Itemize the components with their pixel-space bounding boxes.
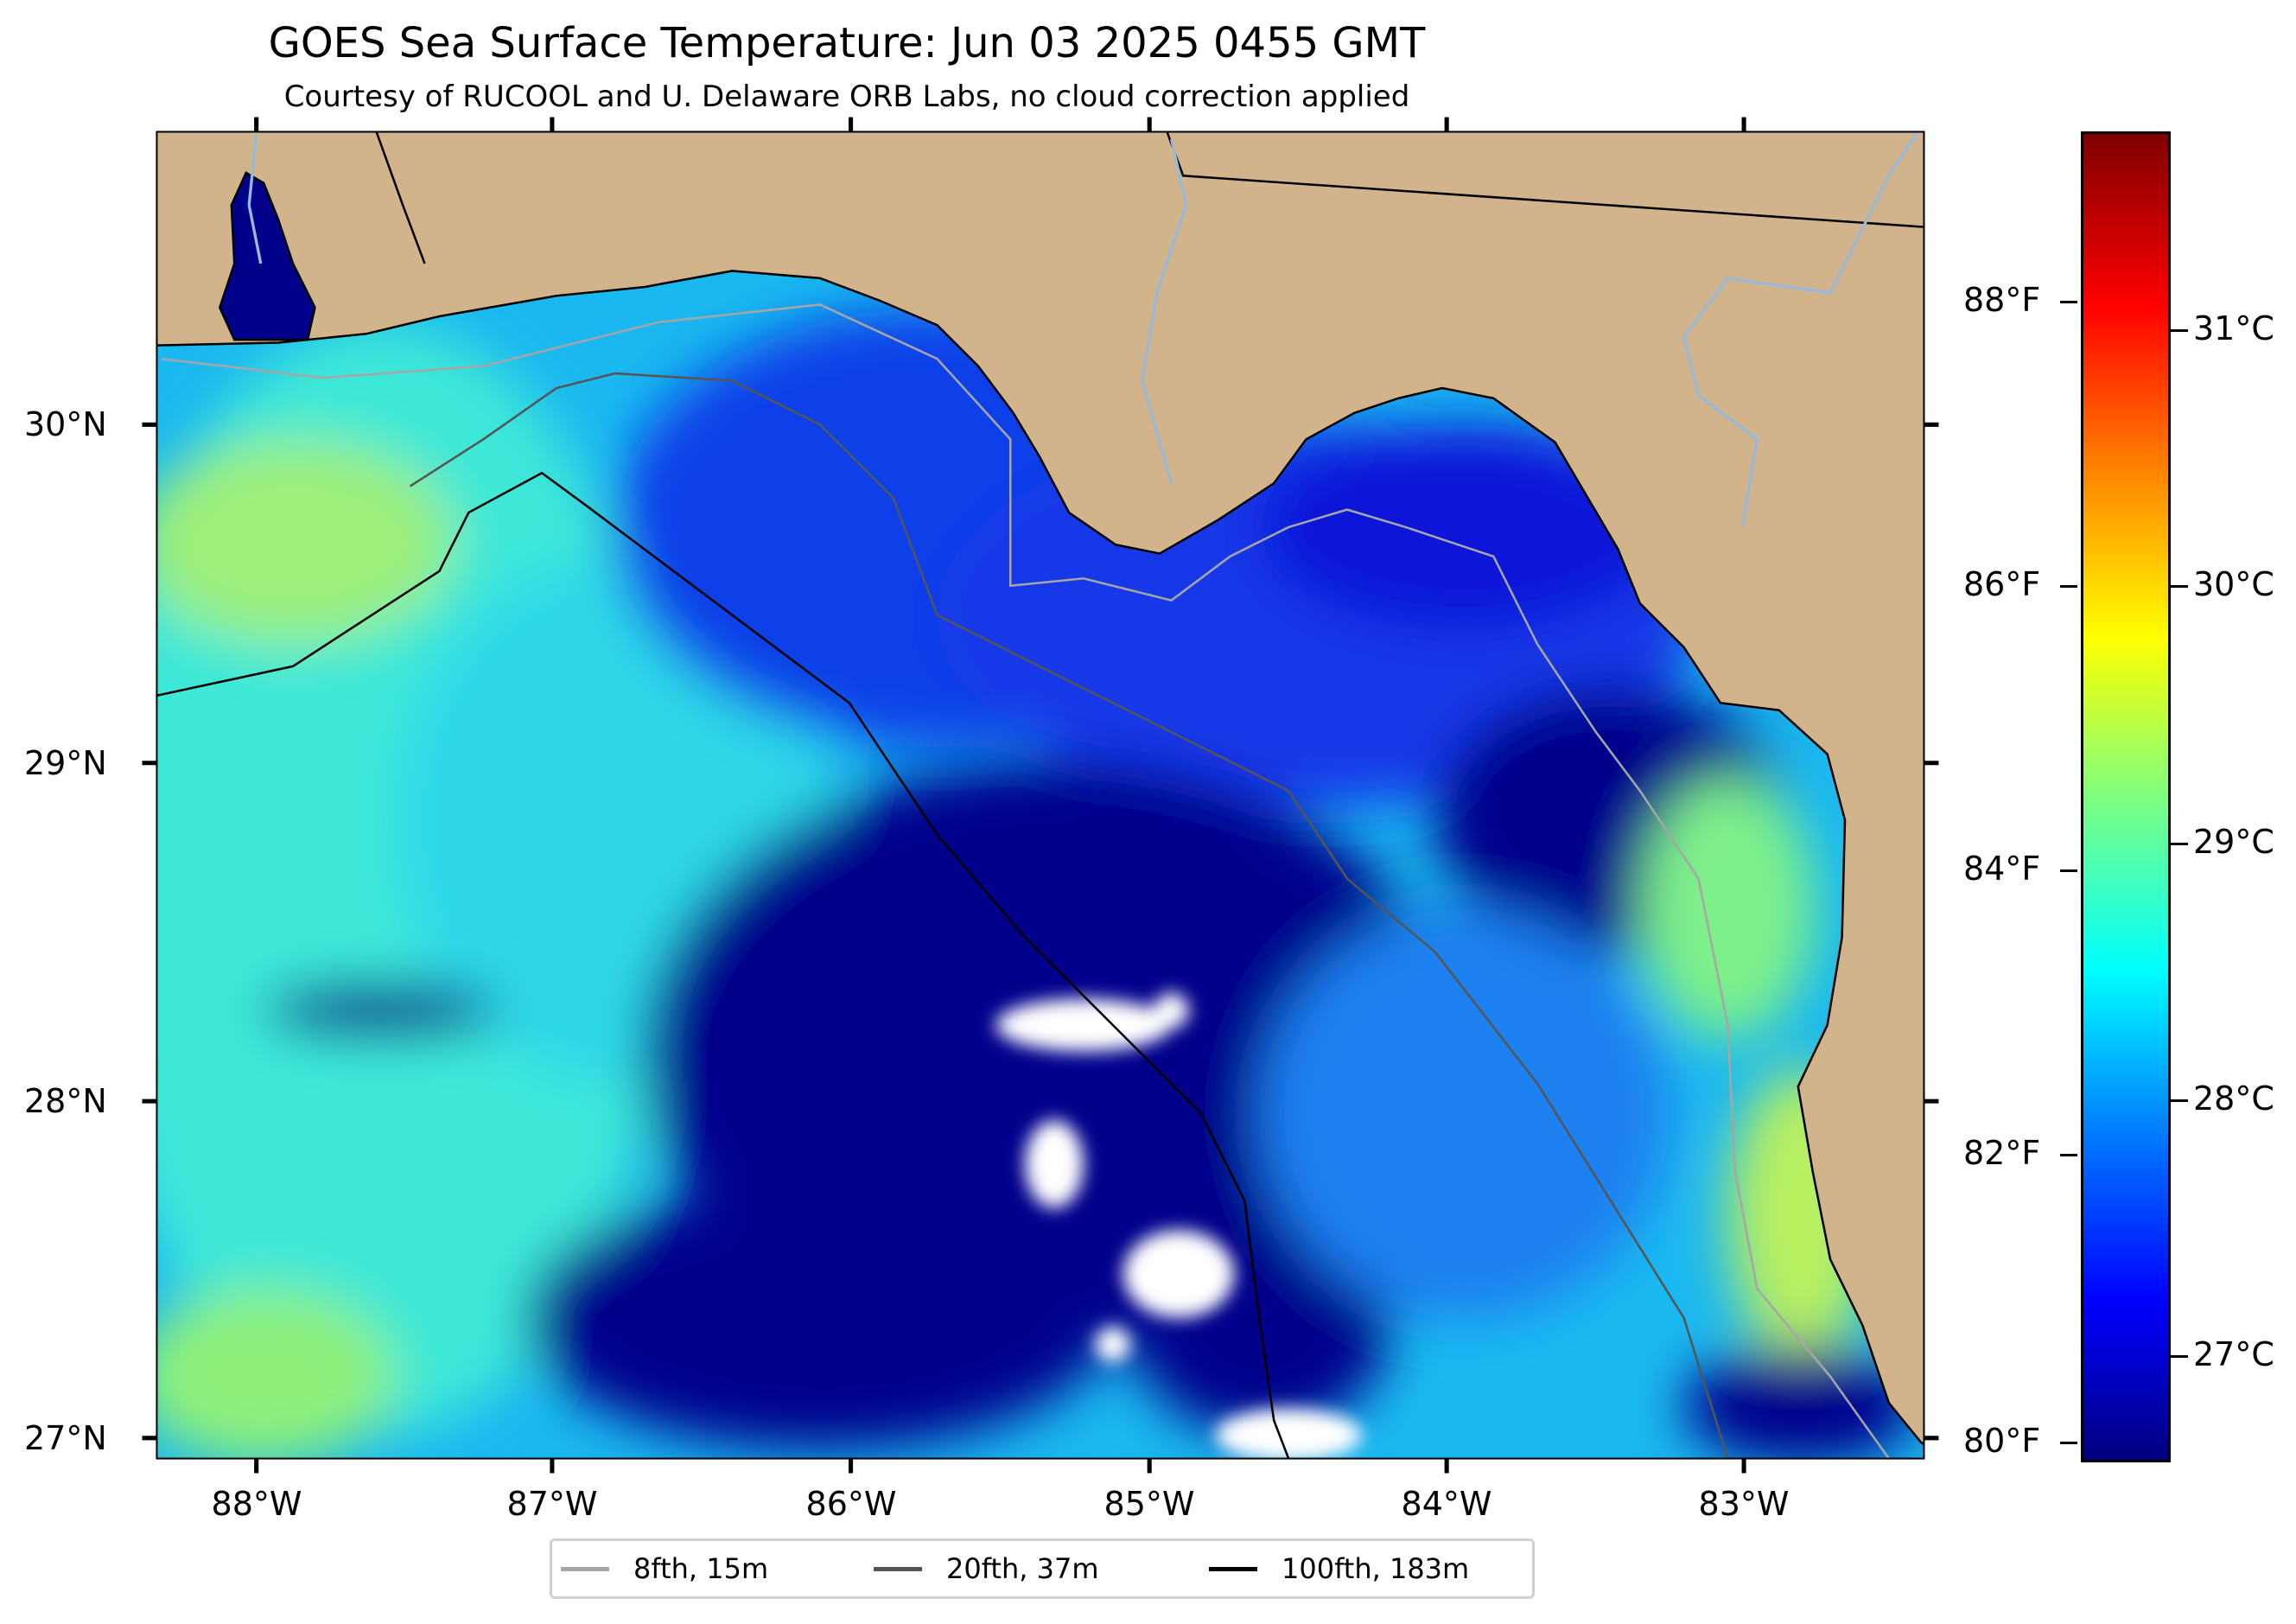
colorbar-f-label: 80°F	[1963, 1422, 2041, 1460]
chart-title: GOES Sea Surface Temperature: Jun 03 202…	[268, 19, 1426, 67]
colorbar-c-label: 28°C	[2193, 1079, 2274, 1118]
legend-item-100fth: 100fth, 183m	[1209, 1541, 1469, 1596]
lat-label: 28°N	[24, 1082, 107, 1120]
isobath-8fth	[161, 303, 1890, 1459]
legend-swatch	[561, 1566, 609, 1571]
legend-label: 20fth, 37m	[946, 1552, 1099, 1585]
colorbar-c-label: 29°C	[2193, 823, 2274, 861]
lon-label: 88°W	[211, 1485, 302, 1523]
sst-field	[156, 307, 1918, 1459]
isobath-20fth	[409, 372, 1729, 1459]
colorbar	[2060, 131, 2188, 1462]
lon-label: 83°W	[1698, 1485, 1790, 1523]
river	[247, 134, 263, 264]
river	[1140, 138, 1188, 484]
legend-label: 8fth, 15m	[633, 1552, 769, 1585]
lon-label: 85°W	[1103, 1485, 1195, 1523]
mobile-bay	[218, 171, 316, 341]
axis-ticks	[142, 117, 1939, 1474]
lon-label: 87°W	[506, 1485, 598, 1523]
colorbar-c-label: 27°C	[2193, 1335, 2274, 1373]
colorbar-f-label: 86°F	[1963, 565, 2041, 603]
legend-item-8fth: 8fth, 15m	[561, 1541, 768, 1596]
legend-label: 100fth, 183m	[1282, 1552, 1470, 1585]
chart-subtitle: Courtesy of RUCOOL and U. Delaware ORB L…	[283, 80, 1410, 114]
lat-label: 30°N	[24, 405, 107, 443]
river	[1682, 131, 1920, 528]
legend-swatch	[1209, 1566, 1257, 1571]
state-border	[375, 131, 426, 264]
lon-label: 86°W	[805, 1485, 897, 1523]
colorbar-c-label: 31°C	[2193, 309, 2274, 347]
colorbar-f-label: 88°F	[1963, 281, 2041, 319]
legend: 8fth, 15m 20fth, 37m 100fth, 183m	[550, 1538, 1535, 1599]
lat-label: 27°N	[24, 1419, 107, 1457]
isobath-100fth	[156, 471, 1290, 1459]
colorbar-c-label: 30°C	[2193, 565, 2274, 603]
legend-item-20fth: 20fth, 37m	[874, 1541, 1098, 1596]
colorbar-f-label: 82°F	[1963, 1134, 2041, 1172]
colorbar-f-label: 84°F	[1963, 850, 2041, 888]
map-frame	[156, 131, 1925, 1460]
lon-label: 84°W	[1401, 1485, 1492, 1523]
lat-label: 29°N	[24, 744, 107, 782]
legend-swatch	[874, 1566, 922, 1571]
land	[156, 131, 1924, 1446]
